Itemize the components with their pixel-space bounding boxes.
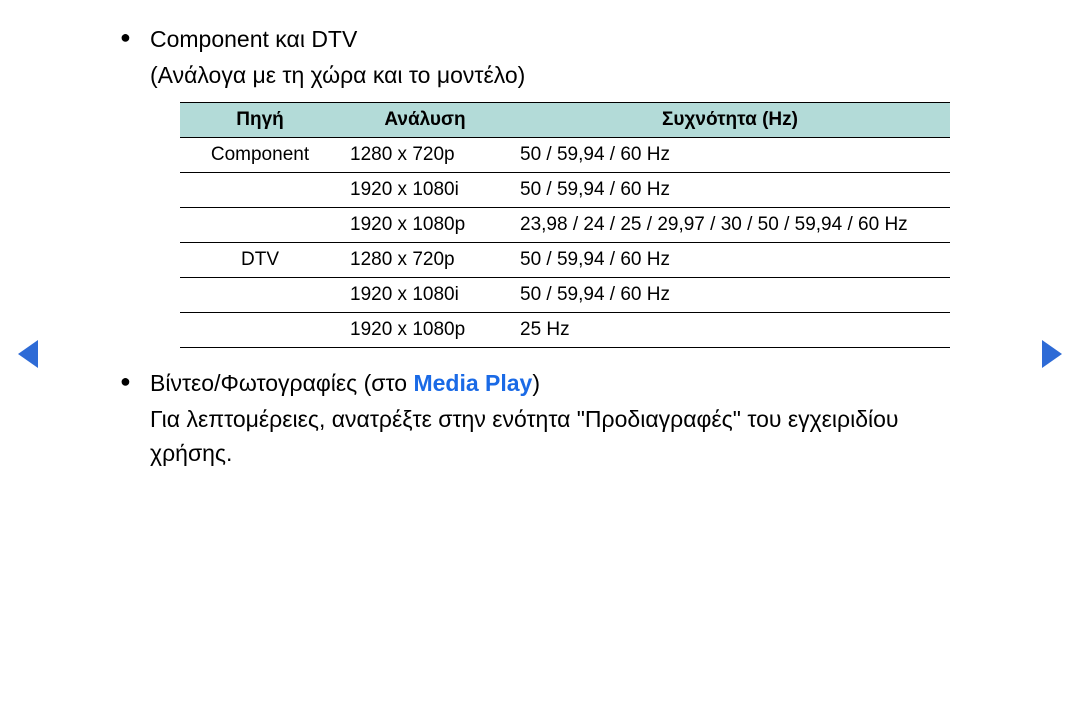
section2-title-prefix: Βίντεο/Φωτογραφίες (στο	[150, 370, 413, 396]
cell-resolution: 1280 x 720p	[340, 138, 510, 173]
section1-title: Component και DTV	[150, 22, 357, 56]
cell-source-empty	[180, 173, 340, 208]
table-row: 1920 x 1080i 50 / 59,94 / 60 Hz	[180, 278, 950, 313]
section2-title: Βίντεο/Φωτογραφίες (στο Media Play)	[150, 366, 540, 400]
cell-source-empty	[180, 208, 340, 243]
document-page: ● Component και DTV (Ανάλογα με τη χώρα …	[0, 0, 1080, 705]
section2-title-suffix: )	[532, 370, 540, 396]
cell-resolution: 1280 x 720p	[340, 243, 510, 278]
table-row: Component 1280 x 720p 50 / 59,94 / 60 Hz	[180, 138, 950, 173]
bullet-marker-icon: ●	[120, 22, 150, 52]
cell-source-empty	[180, 278, 340, 313]
cell-frequency: 23,98 / 24 / 25 / 29,97 / 30 / 50 / 59,9…	[510, 208, 950, 243]
cell-frequency: 50 / 59,94 / 60 Hz	[510, 138, 950, 173]
col-header-source: Πηγή	[180, 103, 340, 138]
prev-page-arrow-icon[interactable]	[18, 340, 38, 368]
bullet-marker-icon: ●	[120, 366, 150, 396]
cell-resolution: 1920 x 1080p	[340, 208, 510, 243]
content-area: ● Component και DTV (Ανάλογα με τη χώρα …	[120, 22, 960, 470]
table-header-row: Πηγή Ανάλυση Συχνότητα (Hz)	[180, 103, 950, 138]
cell-source-empty	[180, 313, 340, 348]
table-row: DTV 1280 x 720p 50 / 59,94 / 60 Hz	[180, 243, 950, 278]
section2-details: Για λεπτομέρειες, ανατρέξτε στην ενότητα…	[150, 402, 980, 470]
resolution-frequency-table: Πηγή Ανάλυση Συχνότητα (Hz) Component 12…	[180, 102, 950, 348]
bullet-item-video-photos: ● Βίντεο/Φωτογραφίες (στο Media Play)	[120, 366, 960, 400]
cell-source: Component	[180, 138, 340, 173]
next-page-arrow-icon[interactable]	[1042, 340, 1062, 368]
cell-frequency: 50 / 59,94 / 60 Hz	[510, 173, 950, 208]
col-header-resolution: Ανάλυση	[340, 103, 510, 138]
cell-resolution: 1920 x 1080i	[340, 173, 510, 208]
cell-frequency: 25 Hz	[510, 313, 950, 348]
section1-subtitle: (Ανάλογα με τη χώρα και το μοντέλο)	[150, 58, 960, 92]
bullet-item-component-dtv: ● Component και DTV	[120, 22, 960, 56]
cell-frequency: 50 / 59,94 / 60 Hz	[510, 243, 950, 278]
col-header-frequency: Συχνότητα (Hz)	[510, 103, 950, 138]
table-row: 1920 x 1080p 23,98 / 24 / 25 / 29,97 / 3…	[180, 208, 950, 243]
media-play-link[interactable]: Media Play	[413, 370, 532, 396]
cell-resolution: 1920 x 1080i	[340, 278, 510, 313]
table-row: 1920 x 1080p 25 Hz	[180, 313, 950, 348]
cell-frequency: 50 / 59,94 / 60 Hz	[510, 278, 950, 313]
cell-source: DTV	[180, 243, 340, 278]
table-row: 1920 x 1080i 50 / 59,94 / 60 Hz	[180, 173, 950, 208]
cell-resolution: 1920 x 1080p	[340, 313, 510, 348]
